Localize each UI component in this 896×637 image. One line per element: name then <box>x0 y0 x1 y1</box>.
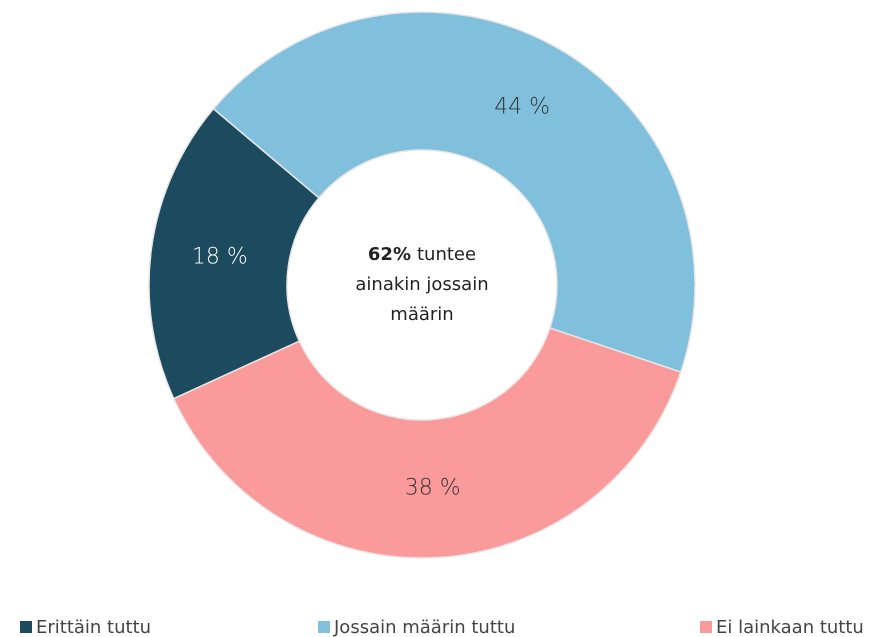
center-annotation: 62% tuntee ainakin jossain määrin <box>355 244 488 325</box>
center-text: tuntee <box>417 244 476 265</box>
donut-slice <box>212 11 696 374</box>
donut-slice <box>172 327 682 559</box>
legend-swatch <box>20 621 32 633</box>
center-text: ainakin jossain <box>355 274 488 295</box>
donut-slice <box>148 107 320 400</box>
center-text: määrin <box>390 304 453 325</box>
legend-label: Erittäin tuttu <box>36 617 151 637</box>
legend-swatch <box>700 621 712 633</box>
legend-swatch <box>318 621 330 633</box>
center-emphasis: 62% <box>368 244 411 265</box>
value-label: 44 % <box>494 94 550 119</box>
legend-label: Ei lainkaan tuttu <box>716 617 864 637</box>
legend-label: Jossain määrin tuttu <box>333 617 515 637</box>
value-label: 18 % <box>192 244 248 269</box>
value-label: 38 % <box>405 476 461 501</box>
